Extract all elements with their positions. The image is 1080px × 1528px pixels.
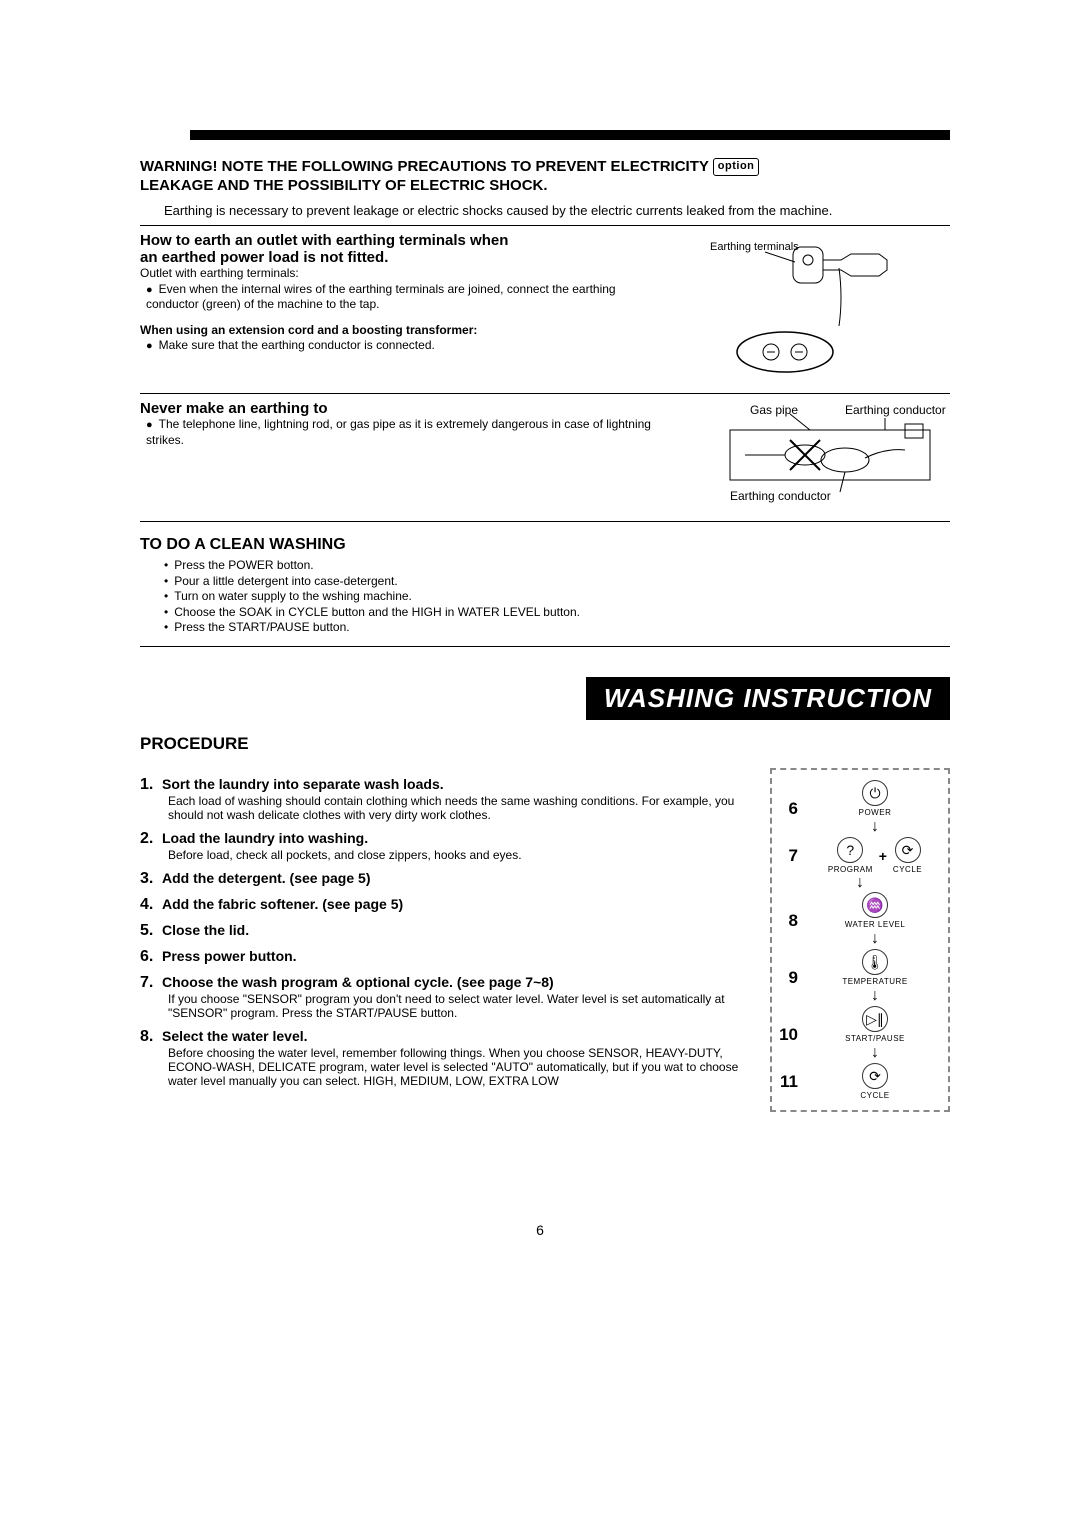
earthing-section: How to earth an outlet with earthing ter…: [140, 232, 950, 387]
water-level-icon: ♒: [862, 892, 888, 918]
program-label: PROGRAM: [828, 865, 873, 874]
warning-title-line1: WARNING! NOTE THE FOLLOWING PRECAUTIONS …: [140, 158, 950, 177]
outlet-label: Outlet with earthing terminals:: [140, 266, 670, 282]
temperature-icon: 🌡: [862, 949, 888, 975]
step: 2.Load the laundry into washing. Before …: [140, 830, 752, 862]
plus-icon: +: [879, 848, 887, 864]
clean-item: Press the POWER botton.: [164, 558, 950, 574]
procedure-row: 1.Sort the laundry into separate wash lo…: [140, 768, 950, 1112]
cycle-end-label: CYCLE: [806, 1091, 944, 1100]
step: 1.Sort the laundry into separate wash lo…: [140, 776, 752, 822]
earth-cond-label-bottom: Earthing conductor: [730, 489, 831, 503]
earthing-heading: How to earth an outlet with earthing ter…: [140, 232, 670, 266]
procedure-title: PROCEDURE: [140, 734, 950, 754]
water-level-label: WATER LEVEL: [806, 920, 944, 929]
extension-title: When using an extension cord and a boost…: [140, 323, 670, 339]
temperature-label: TEMPERATURE: [806, 977, 944, 986]
option-badge: option: [713, 158, 760, 176]
start-pause-icon: ▷∥: [862, 1006, 888, 1032]
clean-item: Choose the SOAK in CYCLE button and the …: [164, 605, 950, 621]
arrow-down-icon: ↓: [856, 874, 864, 891]
never-earthing-section: Never make an earthing to The telephone …: [140, 400, 950, 515]
program-icon: ?: [837, 837, 863, 863]
divider: [140, 521, 950, 522]
never-bullet: The telephone line, lightning rod, or ga…: [140, 417, 670, 448]
earthing-diagram: Earthing terminals: [705, 232, 935, 382]
step: 8.Select the water level. Before choosin…: [140, 1028, 752, 1088]
arrow-down-icon: ↓: [806, 931, 944, 947]
earthing-figure: Earthing terminals: [690, 232, 950, 387]
step: 6.Press power button.: [140, 948, 752, 966]
arrow-down-icon: ↓: [806, 988, 944, 1004]
clean-item: Press the START/PAUSE button.: [164, 620, 950, 636]
earth-cond-label-top: Earthing conductor: [845, 403, 946, 417]
clean-washing-section: TO DO A CLEAN WASHING Press the POWER bo…: [140, 536, 950, 636]
start-pause-label: START/PAUSE: [806, 1034, 944, 1043]
extension-bullet: Make sure that the earthing conductor is…: [140, 338, 670, 354]
step: 3.Add the detergent. (see page 5): [140, 870, 752, 888]
top-black-bar: [190, 130, 950, 140]
never-title: Never make an earthing to: [140, 400, 670, 417]
clean-item: Pour a little detergent into case-deterg…: [164, 574, 950, 590]
control-panel-diagram: 6 ⏻ POWER ↓ 7 ? PROGRAM + ⟳: [770, 768, 950, 1112]
cycle-end-icon: ⟳: [862, 1063, 888, 1089]
clean-item: Turn on water supply to the wshing machi…: [164, 589, 950, 605]
warning-title-line2: LEAKAGE AND THE POSSIBILITY OF ELECTRIC …: [140, 177, 950, 196]
earthing-bullet1: Even when the internal wires of the eart…: [140, 282, 670, 313]
never-diagram: Gas pipe Earthing conductor Earthing con…: [690, 400, 950, 510]
divider: [140, 646, 950, 647]
step: 4.Add the fabric softener. (see page 5): [140, 896, 752, 914]
washing-instruction-banner: WASHING INSTRUCTION: [586, 677, 950, 720]
power-label: POWER: [806, 808, 944, 817]
cycle-icon: ⟳: [895, 837, 921, 863]
divider: [140, 393, 950, 394]
warning-block: WARNING! NOTE THE FOLLOWING PRECAUTIONS …: [140, 158, 950, 219]
fig-label-earthing-terminals: Earthing terminals: [710, 241, 799, 253]
page-number: 6: [536, 1222, 544, 1238]
banner-wrap: WASHING INSTRUCTION: [140, 677, 950, 720]
step: 7.Choose the wash program & optional cyc…: [140, 974, 752, 1020]
step: 5.Close the lid.: [140, 922, 752, 940]
arrow-down-icon: ↓: [806, 1045, 944, 1061]
never-figure: Gas pipe Earthing conductor Earthing con…: [690, 400, 950, 515]
clean-title: TO DO A CLEAN WASHING: [140, 536, 950, 554]
manual-page: WARNING! NOTE THE FOLLOWING PRECAUTIONS …: [0, 0, 1080, 1528]
arrow-down-icon: ↓: [806, 819, 944, 835]
power-icon: ⏻: [862, 780, 888, 806]
warning-desc: Earthing is necessary to prevent leakage…: [140, 202, 950, 220]
cycle-label: CYCLE: [893, 865, 922, 874]
divider: [140, 225, 950, 226]
procedure-steps: 1.Sort the laundry into separate wash lo…: [140, 768, 752, 1112]
